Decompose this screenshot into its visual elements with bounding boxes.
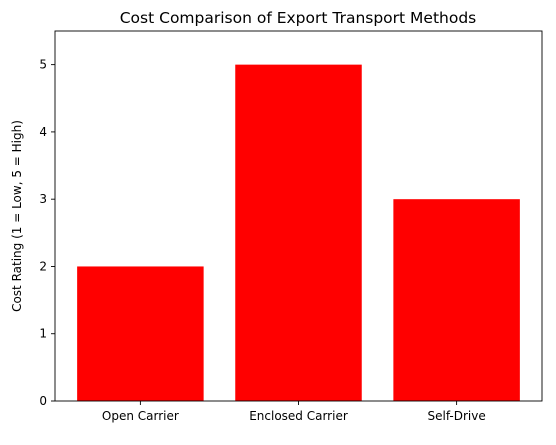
bar-open-carrier	[77, 266, 204, 401]
chart-title: Cost Comparison of Export Transport Meth…	[120, 9, 477, 27]
y-axis-label: Cost Rating (1 = Low, 5 = High)	[10, 120, 24, 312]
x-tick-label: Self-Drive	[427, 409, 485, 423]
y-tick-label: 3	[39, 192, 47, 206]
bar-self-drive	[393, 199, 520, 401]
bar-enclosed-carrier	[235, 64, 362, 402]
y-tick-label: 0	[39, 394, 47, 408]
y-tick-label: 5	[39, 58, 47, 72]
plot-frame	[54, 30, 543, 402]
bars-group	[77, 64, 520, 402]
x-tick-label: Enclosed Carrier	[249, 409, 348, 423]
y-axis-ticks: 0 1 2 3 4 5	[39, 58, 55, 408]
y-tick-label: 2	[39, 259, 47, 273]
x-axis-ticks: Open Carrier Enclosed Carrier Self-Drive	[102, 401, 486, 423]
x-tick-label: Open Carrier	[102, 409, 179, 423]
y-tick-label: 1	[39, 327, 47, 341]
y-tick-label: 4	[39, 125, 47, 139]
